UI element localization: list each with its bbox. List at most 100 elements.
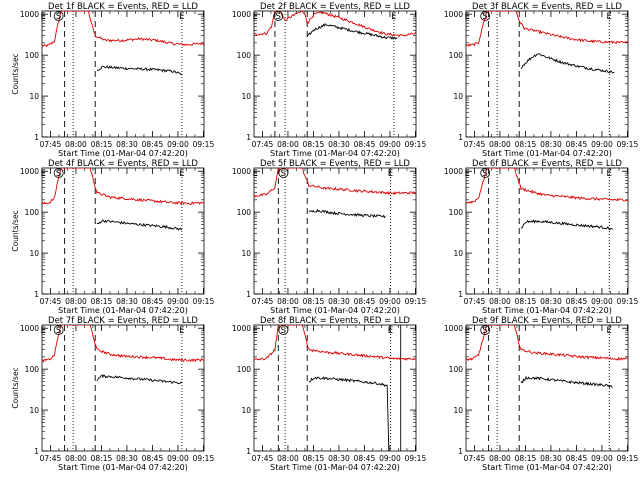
y-tick-label: 1 [246,133,251,142]
events-series-line [306,22,398,40]
y-axis-label: Counts/sec [11,53,20,94]
y-tick-label: 1 [458,447,463,456]
y-tick-label: 10 [29,92,39,101]
y-tick-label: 1000 [444,167,463,176]
x-tick-label: 08:15 [91,140,113,149]
x-axis-label: Start Time (01-Mar-04 07:42:20) [270,149,400,158]
y-tick-label: 1000 [20,10,39,19]
detector-panel-9: Det 9f BLACK = Events, RED = LLD 1 10 100 10… [444,316,639,472]
x-tick-label: 07:45 [40,454,62,463]
x-tick-label: 09:15 [617,454,639,463]
y-tick-label: 100 [25,51,40,60]
x-tick-label: 08:00 [489,140,511,149]
x-tick-label: 08:00 [489,454,511,463]
y-tick-label: 1 [34,447,39,456]
events-series-line [520,375,613,389]
plot-area [254,168,416,219]
x-tick-label: 09:00 [379,140,401,149]
annotation-label: S [482,12,487,22]
y-axis-label: Counts/sec [11,210,20,251]
x-tick-label: 08:30 [540,297,562,306]
panel-title: Det 5f BLACK = Events, RED = LLD [260,159,410,169]
panel-title: Det 9f BLACK = Events, RED = LLD [472,316,622,326]
y-tick-label: 100 [237,51,252,60]
y-tick-label: 1000 [232,324,251,333]
plot-area [254,325,416,451]
x-tick-label: 08:45 [566,454,588,463]
annotation-label: E [179,169,184,179]
detector-panel-7: Det 7f BLACK = Events, RED = LLD 1 10 100 10… [11,316,214,472]
plot-area [466,168,628,231]
annotation-label: S [276,12,281,22]
x-tick-label: 09:15 [405,140,427,149]
x-tick-label: 08:30 [328,140,350,149]
x-tick-label: 07:45 [252,297,274,306]
lld-series-line [254,168,416,198]
x-tick-label: 09:15 [617,297,639,306]
plot-area [466,325,628,389]
x-tick-label: 08:00 [65,454,87,463]
panel-title: Det 8f BLACK = Events, RED = LLD [260,316,410,326]
x-tick-label: 08:45 [354,297,376,306]
y-tick-label: 10 [453,406,463,415]
lld-series-line [466,325,628,362]
annotation-label: E [179,326,184,336]
y-tick-label: 10 [453,92,463,101]
x-tick-label: 09:15 [405,297,427,306]
start-marker-circle [480,11,491,21]
x-axis-label: Start Time (01-Mar-04 07:42:20) [270,306,400,315]
x-tick-label: 08:45 [142,454,164,463]
lld-series-line [466,168,628,205]
x-tick-label: 08:00 [489,297,511,306]
x-tick-label: 08:45 [566,140,588,149]
x-tick-label: 08:30 [540,454,562,463]
x-axis-label: Start Time (01-Mar-04 07:42:20) [482,463,612,472]
y-tick-label: 1 [34,290,39,299]
annotation-label: E [465,326,470,336]
annotation-label: S [482,169,487,179]
events-series-line [520,219,613,231]
start-marker-circle [53,325,64,335]
annotation-label: E [388,169,393,179]
events-series-line [308,376,390,451]
x-tick-label: 08:45 [354,454,376,463]
x-tick-label: 09:15 [193,454,215,463]
annotation-label: E [607,12,612,22]
start-marker-circle [278,325,289,335]
plot-area [42,11,204,76]
detector-panel-2: Det 2f BLACK = Events, RED = LLD 1 10 100 10… [232,2,427,158]
events-series-line [96,219,183,231]
x-tick-label: 09:00 [379,297,401,306]
y-tick-label: 1000 [444,324,463,333]
y-tick-label: 1 [246,447,251,456]
x-tick-label: 07:45 [464,297,486,306]
y-tick-label: 100 [449,365,464,374]
x-tick-label: 08:15 [303,297,325,306]
events-series-line [96,65,183,76]
annotation-label: S [56,169,61,179]
plot-frame [465,324,629,452]
annotation-label: E [391,12,396,22]
plot-frame [465,167,629,295]
lld-series-line [254,325,416,361]
y-tick-label: 1000 [232,167,251,176]
x-tick-label: 08:15 [91,297,113,306]
start-marker-circle [273,11,284,21]
annotation-label: E [41,169,46,179]
x-tick-label: 09:15 [617,140,639,149]
x-tick-label: 09:00 [591,140,613,149]
x-tick-label: 07:45 [464,454,486,463]
annotation-label: E [465,169,470,179]
x-tick-label: 07:45 [252,454,274,463]
plot-frame [41,324,205,452]
events-series-line [520,53,615,74]
panel-title: Det 4f BLACK = Events, RED = LLD [48,159,198,169]
y-tick-label: 100 [449,51,464,60]
x-tick-label: 08:30 [540,140,562,149]
y-tick-label: 1 [246,290,251,299]
plot-frame [41,167,205,295]
start-marker-circle [53,168,64,178]
x-tick-label: 08:15 [515,454,537,463]
x-tick-label: 08:00 [65,140,87,149]
